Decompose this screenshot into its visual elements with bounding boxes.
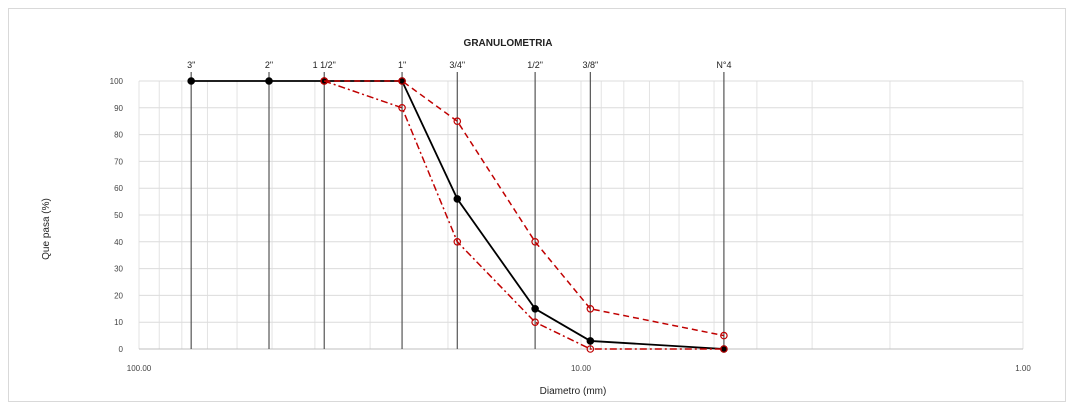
y-tick-label: 60 — [114, 184, 123, 193]
chart-title: GRANULOMETRIA — [464, 38, 553, 49]
y-tick-label: 90 — [114, 104, 123, 113]
series-point — [720, 345, 728, 353]
series-point — [187, 77, 195, 85]
grid — [138, 80, 1024, 350]
y-tick-label: 50 — [114, 211, 123, 220]
series-point — [398, 104, 406, 112]
sieve-label: 1 1/2" — [313, 60, 336, 70]
series-point — [720, 331, 728, 340]
y-tick-label: 70 — [114, 157, 123, 166]
y-tick-label: 0 — [119, 345, 124, 354]
series-point — [453, 238, 462, 246]
sieve-label: 1/2" — [527, 60, 543, 70]
series-line — [324, 80, 725, 337]
y-tick-label: 10 — [114, 318, 123, 327]
sieve-label: N°4 — [716, 60, 731, 70]
sieve-label: 2" — [265, 60, 273, 70]
sieve-label: 3" — [187, 60, 195, 70]
series-line — [191, 80, 724, 350]
y-tick-label: 40 — [114, 238, 123, 247]
series-point — [320, 77, 329, 85]
series — [187, 77, 728, 353]
series-line — [323, 80, 724, 350]
y-tick-label: 20 — [114, 291, 123, 300]
sieve-label: 3/4" — [449, 60, 465, 70]
sieve-label: 3/8" — [582, 60, 598, 70]
series-point — [453, 195, 462, 203]
series-point — [586, 345, 595, 353]
x-tick-label: 1.00 — [1015, 364, 1031, 373]
y-tick-label: 80 — [114, 131, 123, 140]
y-tick-label: 100 — [110, 77, 124, 86]
series-point — [586, 337, 595, 345]
ticks: 0 10 20 30 40 50 60 70 80 90 100 100.00 10.00 1.00 — [110, 77, 1032, 373]
series-point — [531, 304, 539, 313]
series-point — [531, 238, 539, 246]
series-point — [586, 304, 595, 313]
y-tick-label: 30 — [114, 265, 123, 274]
x-axis-label: Diametro (mm) — [540, 386, 607, 397]
series-point — [398, 77, 406, 85]
x-tick-label: 10.00 — [571, 364, 592, 373]
series-point — [453, 117, 462, 126]
sieve-label: 1" — [398, 60, 406, 70]
y-axis-label: Que pasa (%) — [41, 198, 52, 260]
series-point — [265, 77, 273, 85]
series-point — [531, 318, 539, 327]
x-tick-label: 100.00 — [127, 364, 152, 373]
